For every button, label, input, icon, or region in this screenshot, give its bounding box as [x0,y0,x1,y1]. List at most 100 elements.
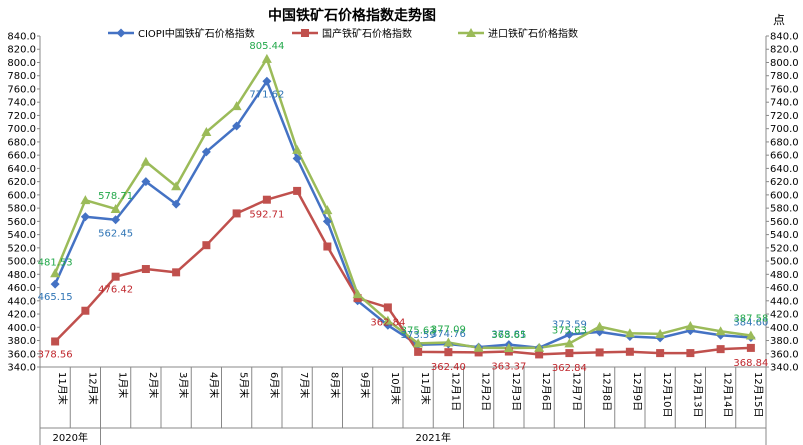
data-point-square [444,348,453,357]
data-label: 362.84 [370,317,405,328]
data-point-triangle [140,156,151,166]
data-point-square [414,347,423,356]
data-label: 377.09 [431,324,466,335]
y-tick-label-left: 600.0 [7,190,36,201]
y-tick-label-left: 780.0 [7,71,36,82]
x-tick-label: 12月3日 [510,372,522,411]
data-point-diamond [141,177,151,187]
data-label: 481.53 [38,257,73,268]
data-point-square [565,349,574,358]
y-tick-label-right: 780.0 [770,71,799,82]
legend: CIOPI中国铁矿石价格指数 国产铁矿石价格指数 进口铁矿石价格指数 [108,27,578,40]
y-tick-label-left: 460.0 [7,283,36,294]
data-label: 378.56 [38,349,73,360]
y-tick-label-right: 760.0 [770,84,799,95]
y-tick-label-right: 820.0 [770,45,799,56]
y-tick-label-right: 640.0 [770,164,799,175]
y-tick-label-left: 700.0 [7,124,36,135]
data-point-square [111,272,120,281]
data-point-triangle [745,330,756,340]
y-tick-label-left: 720.0 [7,111,36,122]
data-point-square [202,241,211,250]
data-label: 578.71 [98,191,133,202]
y-tick-label-right: 480.0 [770,270,799,281]
series-line [54,189,751,356]
data-point-square [686,349,695,358]
x-tick-label: 3月末 [177,372,190,398]
x-tick-label: 12月末 [86,372,99,405]
data-label: 368.65 [491,330,526,341]
y-tick-label-left: 620.0 [7,177,36,188]
y-tick-label-right: 680.0 [770,137,799,148]
data-point-square [172,268,181,277]
y-tick-label-left: 740.0 [7,98,36,109]
data-label: 373.81 [491,330,526,341]
x-tick-label: 12月1日 [449,372,461,411]
x-tick-label: 1月末 [117,372,130,398]
y-tick-label-right: 600.0 [770,190,799,201]
y-tick-label-right: 420.0 [770,310,799,321]
data-label: 562.45 [98,229,133,240]
data-label: 373.59 [401,330,436,341]
data-point-diamond [201,147,211,157]
data-point-square [141,265,150,274]
data-point-diamond [50,279,60,289]
data-label: 771.62 [249,89,284,100]
data-point-diamond [262,76,272,86]
data-point-triangle [171,181,182,191]
chart-title: 中国铁矿石价格指数走势图 [268,7,436,24]
data-point-diamond [322,216,332,226]
y-tick-label-left: 760.0 [7,84,36,95]
data-point-diamond [232,121,242,131]
y-tick-label-right: 380.0 [770,336,799,347]
data-point-square [293,186,302,195]
y-tick-label-right: 840.0 [770,32,799,43]
y-tick-label-left: 400.0 [7,323,36,334]
y-tick-label-left: 540.0 [7,230,36,241]
y-tick-label-right: 720.0 [770,111,799,122]
y-tick-label-right: 360.0 [770,349,799,360]
y-tick-label-left: 660.0 [7,151,36,162]
data-point-triangle [352,289,363,299]
x-tick-label: 12月8日 [601,372,613,411]
data-point-square [625,347,634,356]
y-tick-label-right: 500.0 [770,257,799,268]
y-tick-label-right: 580.0 [770,204,799,215]
data-point-diamond [564,330,574,340]
y-tick-label-right: 400.0 [770,323,799,334]
data-label: 375.63 [401,325,436,336]
data-point-triangle [50,268,61,278]
data-point-triangle [685,320,696,330]
y-tick-label-left: 360.0 [7,349,36,360]
axes-group: 340.0 340.0 360.0 360.0 380.0 380.0 400.0 400.0… [7,32,799,445]
x-tick-label: 5月末 [238,372,251,398]
legend-label: 进口铁矿石价格指数 [488,27,578,40]
y-tick-label-right: 660.0 [770,151,799,162]
y-tick-label-left: 580.0 [7,204,36,215]
legend-label: 国产铁矿石价格指数 [322,27,412,40]
y-tick-label-left: 560.0 [7,217,36,228]
y-tick-label-left: 500.0 [7,257,36,268]
y-unit-label: 点 [773,13,785,27]
y-tick-label-right: 620.0 [770,177,799,188]
data-point-diamond [171,199,181,209]
x-tick-label: 4月末 [207,372,220,398]
y-tick-label-left: 520.0 [7,243,36,254]
data-point-diamond [111,215,121,225]
x-tick-label: 12月6日 [540,372,552,411]
x-tick-label: 11月末 [56,372,69,405]
data-point-triangle [655,328,666,338]
series-line [53,80,751,350]
data-point-square [474,348,483,357]
y-tick-label-left: 440.0 [7,296,36,307]
x-tick-label: 7月末 [298,372,311,398]
data-label: 362.40 [431,362,466,373]
data-point-triangle [534,342,545,352]
y-tick-label-left: 800.0 [7,58,36,69]
y-tick-label-left: 480.0 [7,270,36,281]
y-tick-label-right: 700.0 [770,124,799,135]
y-tick-label-left: 820.0 [7,45,36,56]
data-label: 465.15 [38,292,73,303]
year-label: 2021年 [416,431,451,444]
